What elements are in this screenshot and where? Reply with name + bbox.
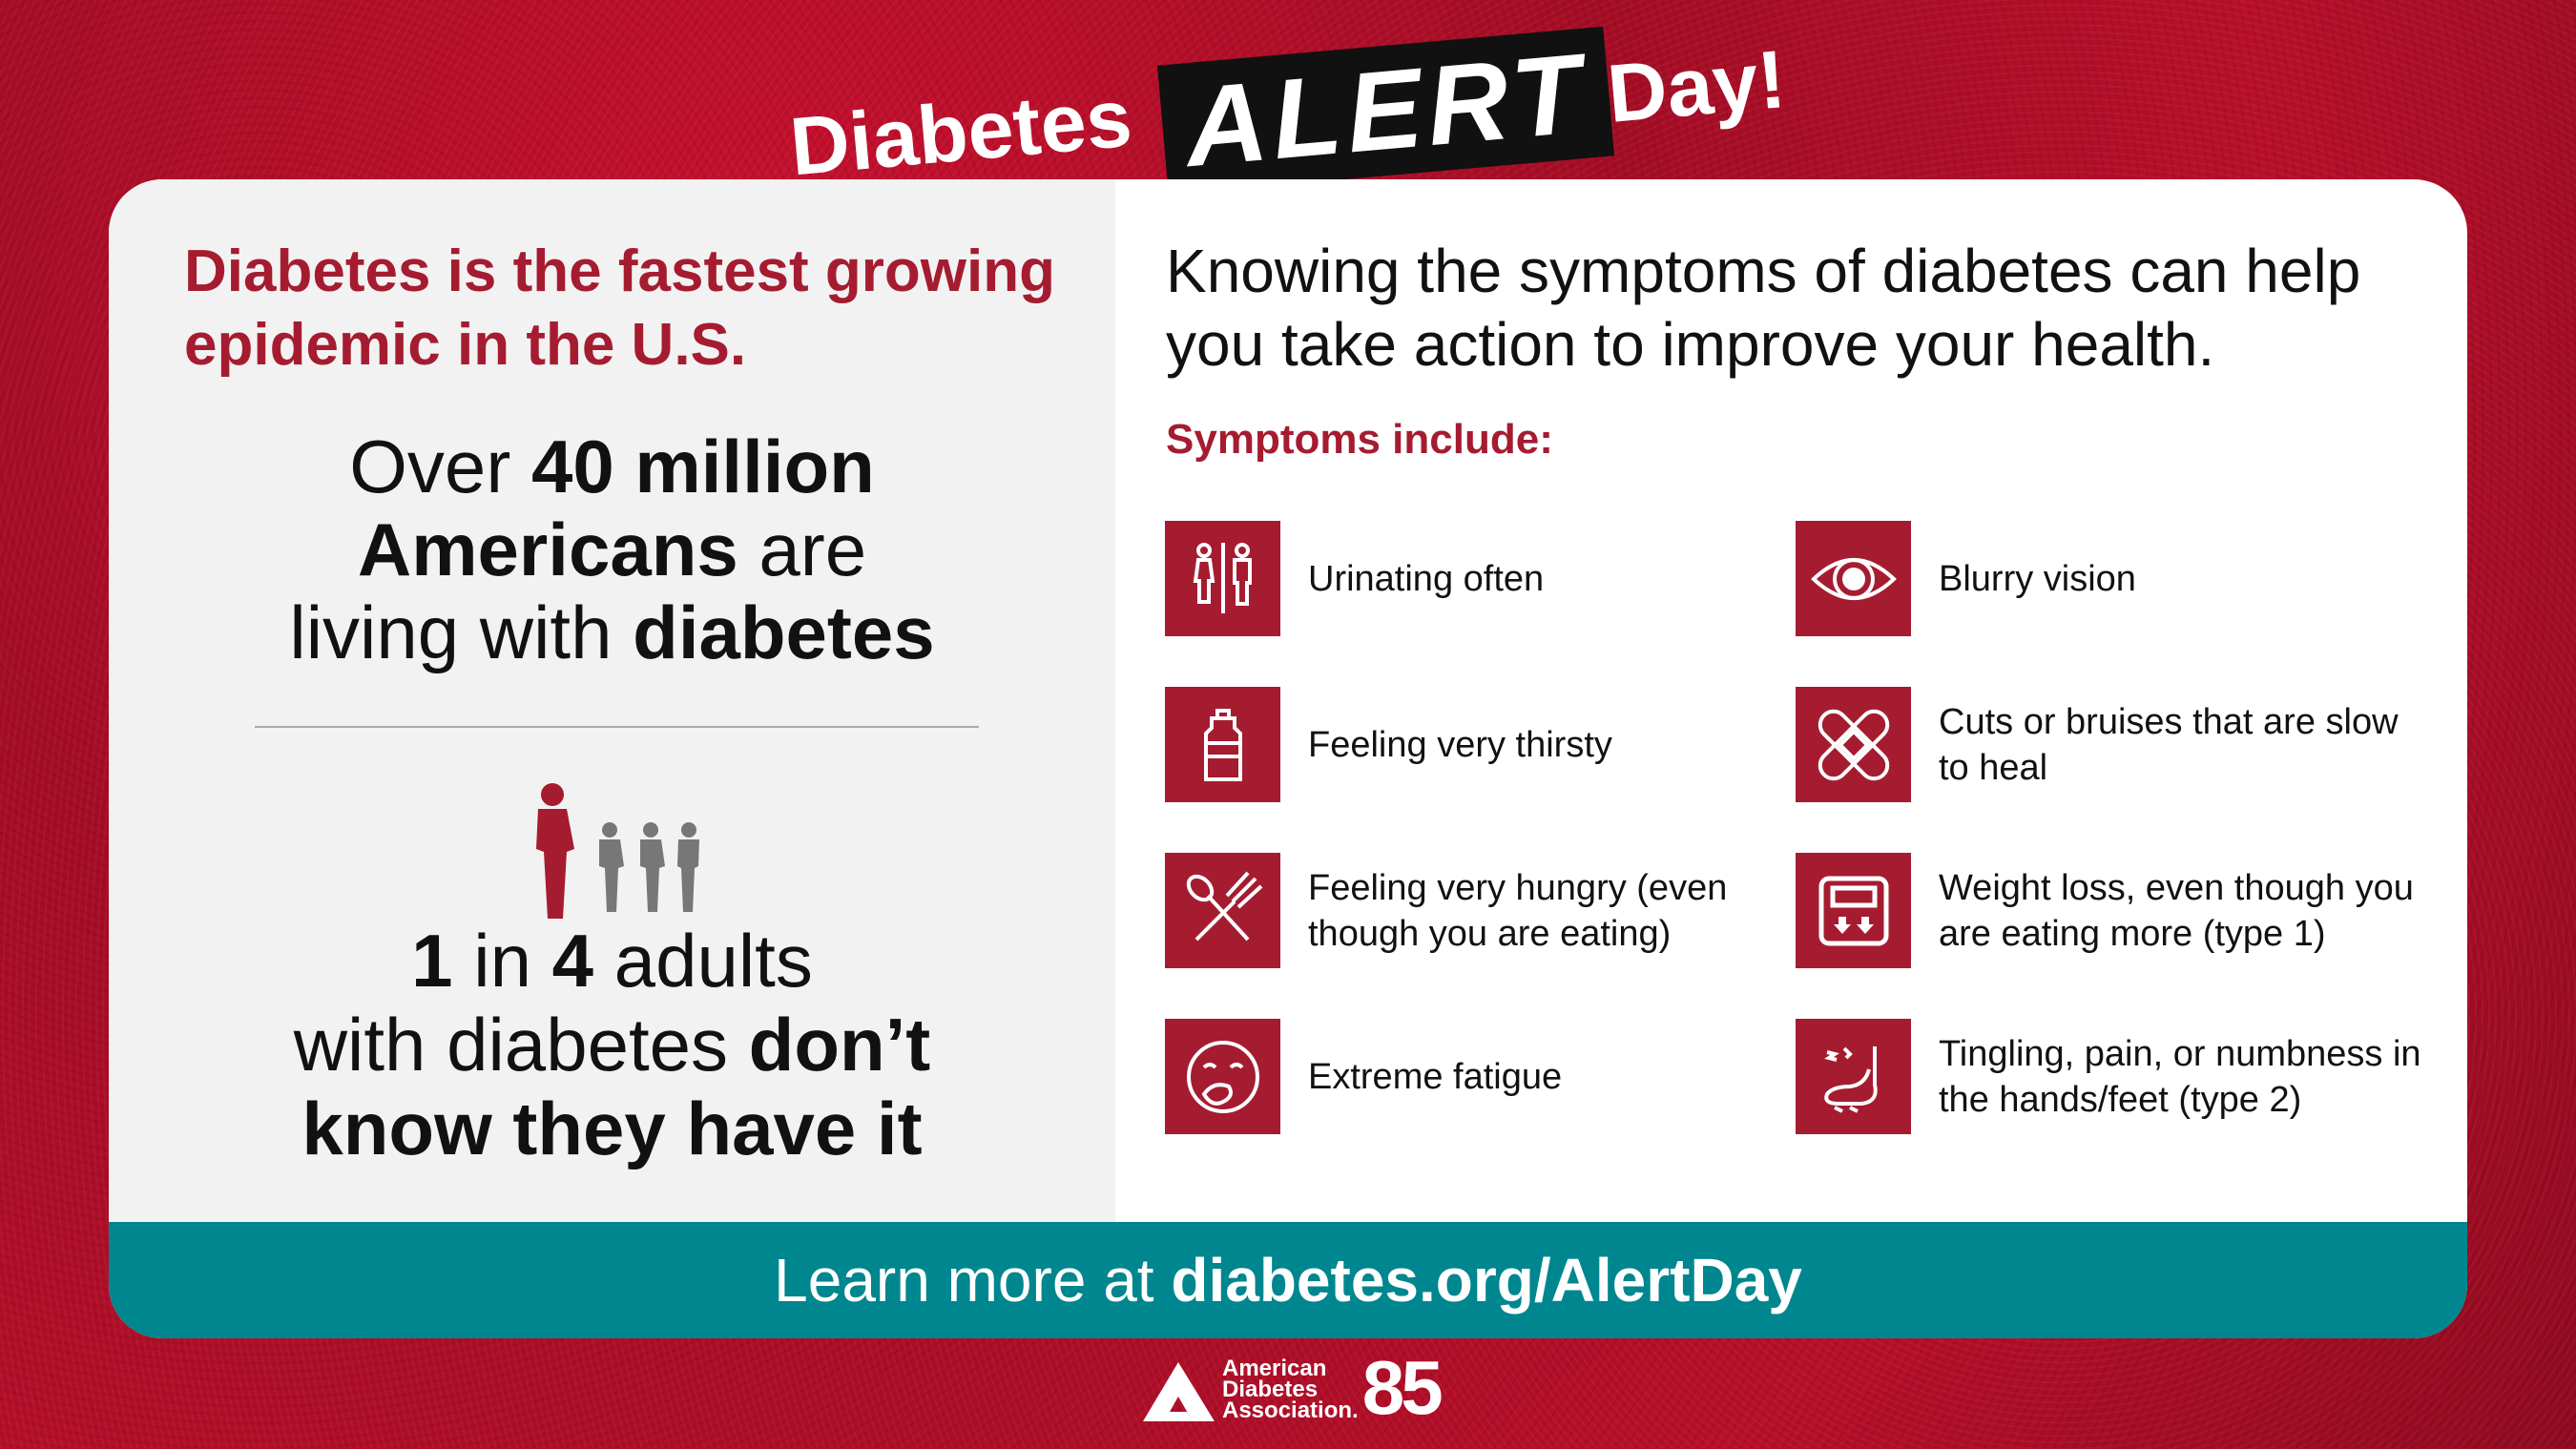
symptom-label: Blurry vision: [1939, 558, 2136, 599]
title-day: Day!: [1604, 33, 1790, 140]
symptom-label: Extreme fatigue: [1308, 1056, 1563, 1097]
left-panel: Diabetes is the fastest growing epidemic…: [109, 179, 1115, 1222]
symptom-item: Blurry vision: [1796, 521, 2435, 636]
water-bottle-icon: [1165, 687, 1280, 802]
foot-tingling-icon: [1796, 1019, 1911, 1134]
symptom-label: Feeling very hungry (even though you are…: [1308, 867, 1728, 954]
symptoms-label: Symptoms include:: [1166, 416, 1553, 463]
symptom-label: Tingling, pain, or numbness in the hands…: [1939, 1033, 2421, 1120]
symptom-label: Feeling very thirsty: [1308, 724, 1612, 765]
yawn-face-icon: [1165, 1019, 1280, 1134]
symptom-label: Cuts or bruises that are slow to heal: [1939, 701, 2399, 788]
ada-85-logo: American Diabetes Association. 85: [1143, 1350, 1444, 1426]
divider: [255, 726, 979, 728]
symptom-label: Urinating often: [1308, 558, 1545, 599]
ada-triangle-icon: [1143, 1362, 1215, 1421]
right-heading: Knowing the symptoms of diabetes can hel…: [1166, 237, 2361, 379]
symptom-item: Tingling, pain, or numbness in the hands…: [1796, 1019, 2435, 1134]
title-alert: ALERT: [1156, 26, 1615, 196]
symptom-item: Feeling very thirsty: [1165, 687, 1804, 802]
stat-40-million: Over 40 million Americans are living wit…: [289, 424, 935, 674]
restroom-icon: [1165, 521, 1280, 636]
eye-icon: [1796, 521, 1911, 636]
bandage-icon: [1796, 687, 1911, 802]
learn-more-banner: Learn more at diabetes.org/AlertDay: [109, 1222, 2467, 1338]
people-icon: [536, 783, 699, 919]
symptom-item: Feeling very hungry (even though you are…: [1165, 853, 1804, 968]
info-card: Diabetes is the fastest growing epidemic…: [109, 179, 2467, 1338]
symptom-item: Extreme fatigue: [1165, 1019, 1804, 1134]
symptom-item: Weight loss, even though you are eating …: [1796, 853, 2435, 968]
symptom-item: Urinating often: [1165, 521, 1804, 636]
left-heading: Diabetes is the fastest growing epidemic…: [184, 238, 1055, 378]
scale-icon: [1796, 853, 1911, 968]
symptom-label: Weight loss, even though you are eating …: [1939, 867, 2414, 954]
stat-1-in-4: 1 in 4 adults with diabetes don’t know t…: [293, 919, 931, 1170]
learn-more-link[interactable]: diabetes.org/AlertDay: [1171, 1246, 1802, 1314]
symptom-item: Cuts or bruises that are slow to heal: [1796, 687, 2435, 802]
utensils-icon: [1165, 853, 1280, 968]
page-title: Diabetes ALERT Day!: [0, 19, 2576, 196]
